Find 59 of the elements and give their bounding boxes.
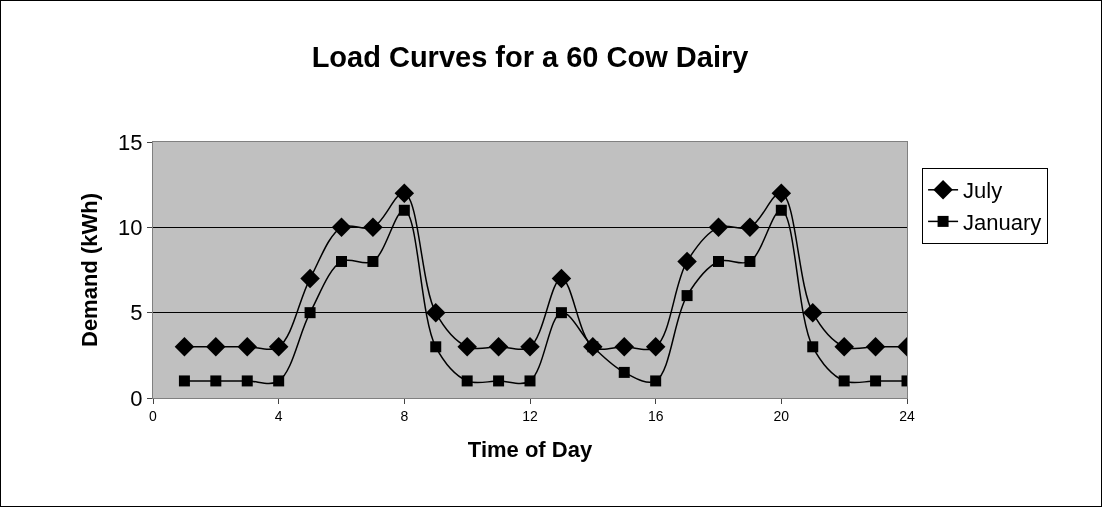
point (865, 337, 886, 357)
x-tick-label: 4 (274, 407, 283, 424)
y-tick-label: 15 (118, 129, 143, 155)
x-tick-label: 8 (400, 407, 409, 424)
point (304, 307, 316, 319)
chart-title: Load Curves for a 60 Cow Dairy (311, 40, 749, 73)
point (178, 375, 190, 387)
point (614, 337, 634, 357)
point (807, 341, 819, 353)
point (367, 255, 379, 267)
point (713, 255, 724, 267)
point (650, 375, 662, 387)
point (771, 183, 792, 203)
point (618, 366, 630, 378)
point (206, 337, 226, 357)
x-tick-label: 24 (899, 407, 915, 424)
legend-label: January (963, 209, 1042, 235)
point (838, 375, 850, 387)
point (677, 251, 697, 272)
point (237, 337, 257, 357)
point (398, 204, 410, 216)
point (336, 255, 347, 267)
point (775, 204, 787, 216)
point (268, 337, 289, 357)
point (488, 337, 509, 357)
x-tick-label: 16 (647, 407, 664, 424)
point (300, 268, 320, 289)
point (708, 217, 729, 238)
point (174, 337, 195, 357)
point (493, 375, 505, 387)
point (363, 217, 383, 238)
point (744, 255, 756, 267)
point (681, 290, 693, 302)
point (273, 375, 285, 387)
point (210, 375, 222, 387)
point (645, 337, 666, 357)
point (461, 375, 473, 387)
point (457, 337, 477, 357)
y-tick-label: 5 (130, 300, 143, 326)
point (803, 302, 823, 323)
point (426, 302, 446, 323)
point (870, 375, 882, 387)
point (394, 183, 415, 203)
x-axis-title: Time of Day (467, 436, 593, 462)
point (555, 307, 567, 319)
point (834, 337, 854, 357)
point (331, 217, 352, 238)
y-tick-label: 10 (118, 215, 143, 241)
point (524, 375, 536, 387)
point (520, 337, 540, 357)
point (551, 268, 572, 289)
y-axis-title: Demand (kWh) (76, 193, 102, 347)
point (241, 375, 253, 387)
point (430, 341, 442, 353)
legend-label: July (963, 178, 1003, 204)
x-tick-label: 0 (149, 407, 158, 424)
x-tick-label: 20 (773, 407, 790, 424)
x-tick-label: 12 (522, 407, 538, 424)
point (740, 217, 760, 238)
